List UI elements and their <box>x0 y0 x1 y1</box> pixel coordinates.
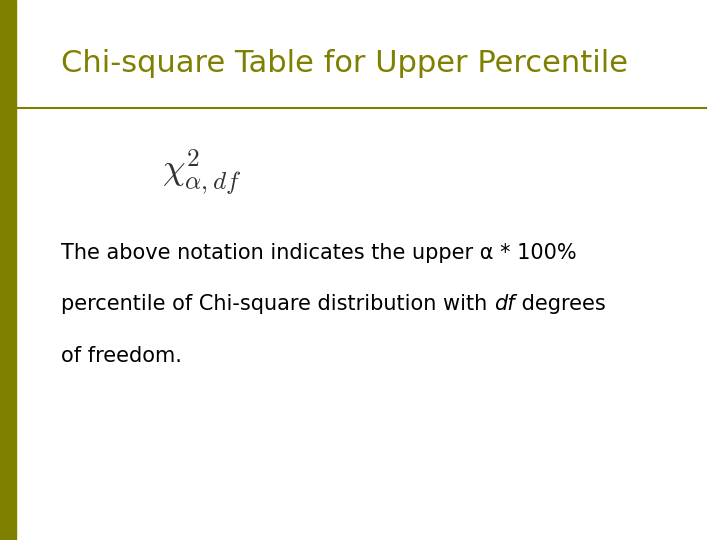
Text: degrees: degrees <box>515 294 606 314</box>
Text: df: df <box>494 294 515 314</box>
Text: $\chi^2_{\alpha,df}$: $\chi^2_{\alpha,df}$ <box>162 148 241 198</box>
Text: of freedom.: of freedom. <box>61 346 182 366</box>
Text: percentile of Chi-square distribution with: percentile of Chi-square distribution wi… <box>61 294 494 314</box>
Text: Chi-square Table for Upper Percentile: Chi-square Table for Upper Percentile <box>61 49 628 78</box>
Text: The above notation indicates the upper α * 100%: The above notation indicates the upper α… <box>61 243 577 263</box>
